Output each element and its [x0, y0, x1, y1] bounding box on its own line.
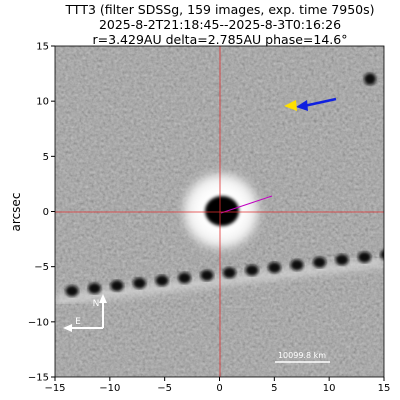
- x-tick-label: 0: [216, 383, 222, 394]
- star-trail-dot: [200, 269, 214, 281]
- east-label: E: [75, 317, 81, 327]
- y-tick-label: 10: [36, 97, 49, 108]
- star-trail-dot: [133, 277, 146, 289]
- star-trail-dot: [88, 282, 101, 294]
- y-tick-label: −10: [28, 317, 49, 328]
- title-line: r=3.429AU delta=2.785AU phase=14.6°: [93, 32, 348, 47]
- star-trail-dot: [245, 264, 259, 276]
- x-tick-label: 15: [378, 383, 391, 394]
- star-trail-dot: [110, 280, 124, 292]
- star-trail-dot: [380, 249, 384, 260]
- north-label: N: [93, 299, 100, 309]
- y-tick-label: −15: [28, 373, 49, 384]
- y-tick-label: −5: [34, 262, 49, 273]
- x-tick-label: 10: [323, 383, 336, 394]
- x-tick-label: −5: [157, 383, 172, 394]
- x-tick-label: −10: [99, 383, 120, 394]
- title-line: TTT3 (filter SDSSg, 159 images, exp. tim…: [64, 2, 374, 17]
- y-axis-label: arcsec: [9, 193, 23, 232]
- y-tick-label: 15: [36, 42, 49, 53]
- star-trail-dot: [358, 251, 371, 263]
- star-trail-dot: [65, 285, 79, 297]
- star-trail-dot: [313, 256, 326, 268]
- star-trail-dot: [223, 267, 236, 279]
- star-trail-dot: [335, 254, 349, 266]
- scale-label: 10099.8 km: [278, 351, 326, 360]
- image: [55, 46, 384, 377]
- star-trail-dot: [290, 259, 304, 271]
- title-line: 2025-8-2T21:18:45--2025-8-3T0:16:26: [99, 17, 341, 32]
- x-tick-label: −15: [44, 383, 65, 394]
- y-tick-label: 5: [43, 152, 49, 163]
- x-tick-label: 5: [271, 383, 277, 394]
- star-trail-dot: [178, 272, 191, 284]
- star-trail-dot: [155, 275, 169, 287]
- y-tick-label: 0: [43, 207, 49, 218]
- star-trail-dot: [268, 262, 281, 274]
